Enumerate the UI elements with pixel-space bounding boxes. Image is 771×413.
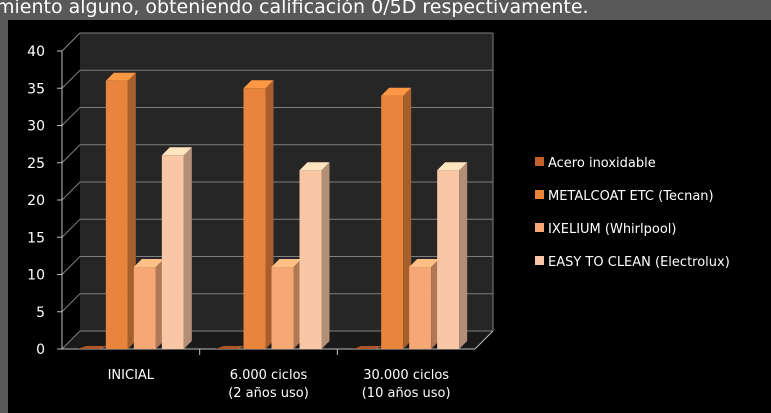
x-category-label: (2 años uso) <box>228 386 309 401</box>
x-axis-depth-edge <box>474 330 494 350</box>
y-tick-label: 40 <box>27 44 45 60</box>
bar <box>299 170 322 349</box>
legend-label: IXELIUM (Whirlpool) <box>548 222 676 237</box>
bar-zero <box>215 346 246 349</box>
bar <box>271 267 294 349</box>
bar-top <box>105 72 136 81</box>
bar <box>381 95 404 349</box>
bar <box>437 170 460 349</box>
y-tick-label: 20 <box>27 193 45 209</box>
y-tick-label: 15 <box>27 230 45 246</box>
bar-top <box>133 259 164 268</box>
legend-label: METALCOAT ETC (Tecnan) <box>548 189 714 204</box>
x-category-label: (10 años uso) <box>362 386 451 401</box>
x-category-label: INICIAL <box>108 368 155 383</box>
bar-top <box>161 147 192 156</box>
bar-side <box>321 162 330 349</box>
gridline <box>61 32 493 52</box>
y-tick-label: 0 <box>36 342 45 358</box>
y-tick-label: 5 <box>36 305 45 321</box>
y-tick-label: 35 <box>27 81 45 97</box>
gridline <box>61 330 493 350</box>
bar <box>409 267 432 349</box>
bar-top <box>409 259 440 268</box>
bar <box>133 267 156 349</box>
gridline <box>61 69 493 89</box>
bar-zero <box>77 346 108 349</box>
y-tick-label: 10 <box>27 268 45 284</box>
legend-swatch <box>535 223 544 232</box>
bar-top <box>271 259 302 268</box>
legend-swatch <box>535 157 544 166</box>
legend-swatch <box>535 256 544 265</box>
gridline <box>61 218 493 238</box>
legend-label: Acero inoxidable <box>548 156 656 171</box>
x-category-label: 30.000 ciclos <box>363 368 449 383</box>
legend-swatch <box>535 190 544 199</box>
bar <box>243 88 266 349</box>
gridline <box>61 181 493 201</box>
gridline <box>61 256 493 275</box>
bar <box>105 80 128 350</box>
y-tick-label: 25 <box>27 156 45 172</box>
caption-text: miento alguno, obteniendo calificación 0… <box>0 0 589 18</box>
gridline <box>61 144 493 164</box>
bar-side <box>459 162 468 349</box>
y-tick-label: 30 <box>27 119 45 135</box>
bar-zero <box>353 346 384 349</box>
bar-top <box>437 162 468 171</box>
gridline <box>61 293 493 313</box>
bar-top <box>243 80 274 89</box>
bar-top <box>299 162 330 171</box>
bar-side <box>183 147 192 349</box>
x-category-label: 6.000 ciclos <box>230 368 308 383</box>
bar-top <box>381 87 412 96</box>
legend-label: EASY TO CLEAN (Electrolux) <box>548 255 730 270</box>
gridline <box>61 107 493 126</box>
bar <box>161 155 184 349</box>
